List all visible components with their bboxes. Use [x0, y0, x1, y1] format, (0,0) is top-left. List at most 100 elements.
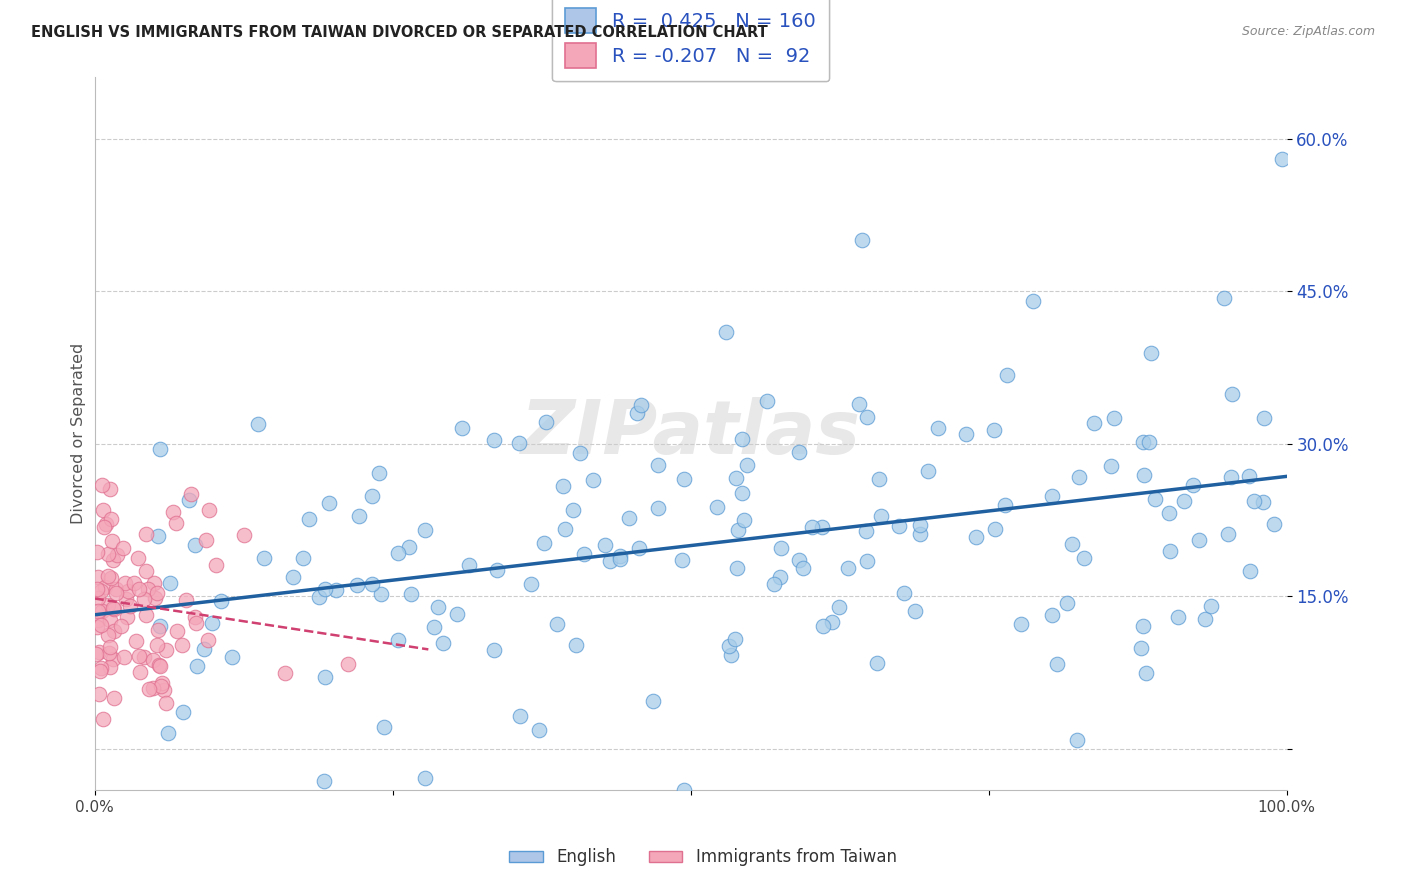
Point [90, 618, 112, 632]
Point [149, 619, 172, 633]
Point [135, 564, 157, 578]
Point [848, 397, 870, 411]
Point [100, 640, 122, 654]
Point [314, 774, 336, 789]
Point [97, 598, 120, 612]
Point [1216, 527, 1239, 541]
Point [86, 620, 108, 634]
Point [318, 496, 340, 510]
Point [735, 458, 758, 473]
Point [800, 519, 823, 533]
Point [114, 576, 136, 591]
Point [647, 500, 669, 515]
Point [200, 615, 222, 630]
Point [554, 523, 576, 537]
Point [1140, 346, 1163, 360]
Point [159, 576, 181, 591]
Point [138, 682, 160, 697]
Point [720, 648, 742, 662]
Point [194, 533, 217, 548]
Point [1239, 469, 1261, 483]
Point [86, 582, 108, 597]
Point [122, 576, 145, 591]
Point [641, 693, 664, 707]
Point [136, 582, 159, 596]
Point [209, 594, 232, 608]
Point [828, 600, 851, 615]
Point [811, 520, 834, 534]
Point [186, 615, 208, 630]
Point [868, 471, 890, 485]
Point [120, 599, 142, 614]
Point [184, 610, 207, 624]
Point [146, 623, 169, 637]
Point [166, 624, 188, 638]
Y-axis label: Divorced or Separated: Divorced or Separated [72, 343, 86, 524]
Point [146, 638, 169, 652]
Point [205, 558, 228, 572]
Point [325, 582, 347, 597]
Point [103, 624, 125, 639]
Point [908, 518, 931, 533]
Point [177, 493, 200, 508]
Point [183, 539, 205, 553]
Point [756, 393, 779, 408]
Point [482, 433, 505, 447]
Point [955, 426, 977, 441]
Point [308, 590, 330, 604]
Point [733, 513, 755, 527]
Point [725, 471, 748, 485]
Point [1251, 494, 1274, 508]
Point [368, 466, 391, 480]
Point [129, 665, 152, 679]
Point [97, 568, 120, 582]
Point [561, 502, 583, 516]
Point [582, 473, 605, 487]
Point [787, 552, 810, 566]
Point [769, 570, 792, 584]
Point [314, 582, 336, 596]
Point [1099, 458, 1122, 473]
Point [387, 546, 409, 560]
Point [1199, 599, 1222, 614]
Point [370, 587, 392, 601]
Point [373, 720, 395, 734]
Point [731, 486, 754, 500]
Point [292, 551, 315, 566]
Point [1159, 506, 1181, 520]
Point [617, 511, 640, 525]
Point [101, 553, 124, 567]
Point [149, 659, 172, 673]
Point [246, 417, 269, 431]
Point [387, 632, 409, 647]
Point [104, 586, 127, 600]
Point [792, 561, 814, 575]
Point [105, 582, 128, 596]
Point [87, 645, 110, 659]
Point [520, 577, 543, 591]
Point [630, 398, 652, 412]
Point [172, 638, 194, 652]
Point [186, 659, 208, 673]
Point [533, 536, 555, 550]
Point [347, 509, 370, 524]
Point [1133, 468, 1156, 483]
Point [86, 545, 108, 559]
Point [336, 657, 359, 672]
Point [714, 325, 737, 339]
Point [727, 523, 749, 537]
Point [103, 602, 125, 616]
Point [1144, 492, 1167, 507]
Point [97, 547, 120, 561]
Point [1132, 619, 1154, 633]
Point [1040, 607, 1063, 622]
Point [1083, 416, 1105, 430]
Point [546, 616, 568, 631]
Point [1239, 564, 1261, 578]
Point [450, 421, 472, 435]
Point [1194, 612, 1216, 626]
Point [93, 520, 115, 534]
Point [415, 771, 437, 785]
Point [172, 705, 194, 719]
Point [731, 433, 754, 447]
